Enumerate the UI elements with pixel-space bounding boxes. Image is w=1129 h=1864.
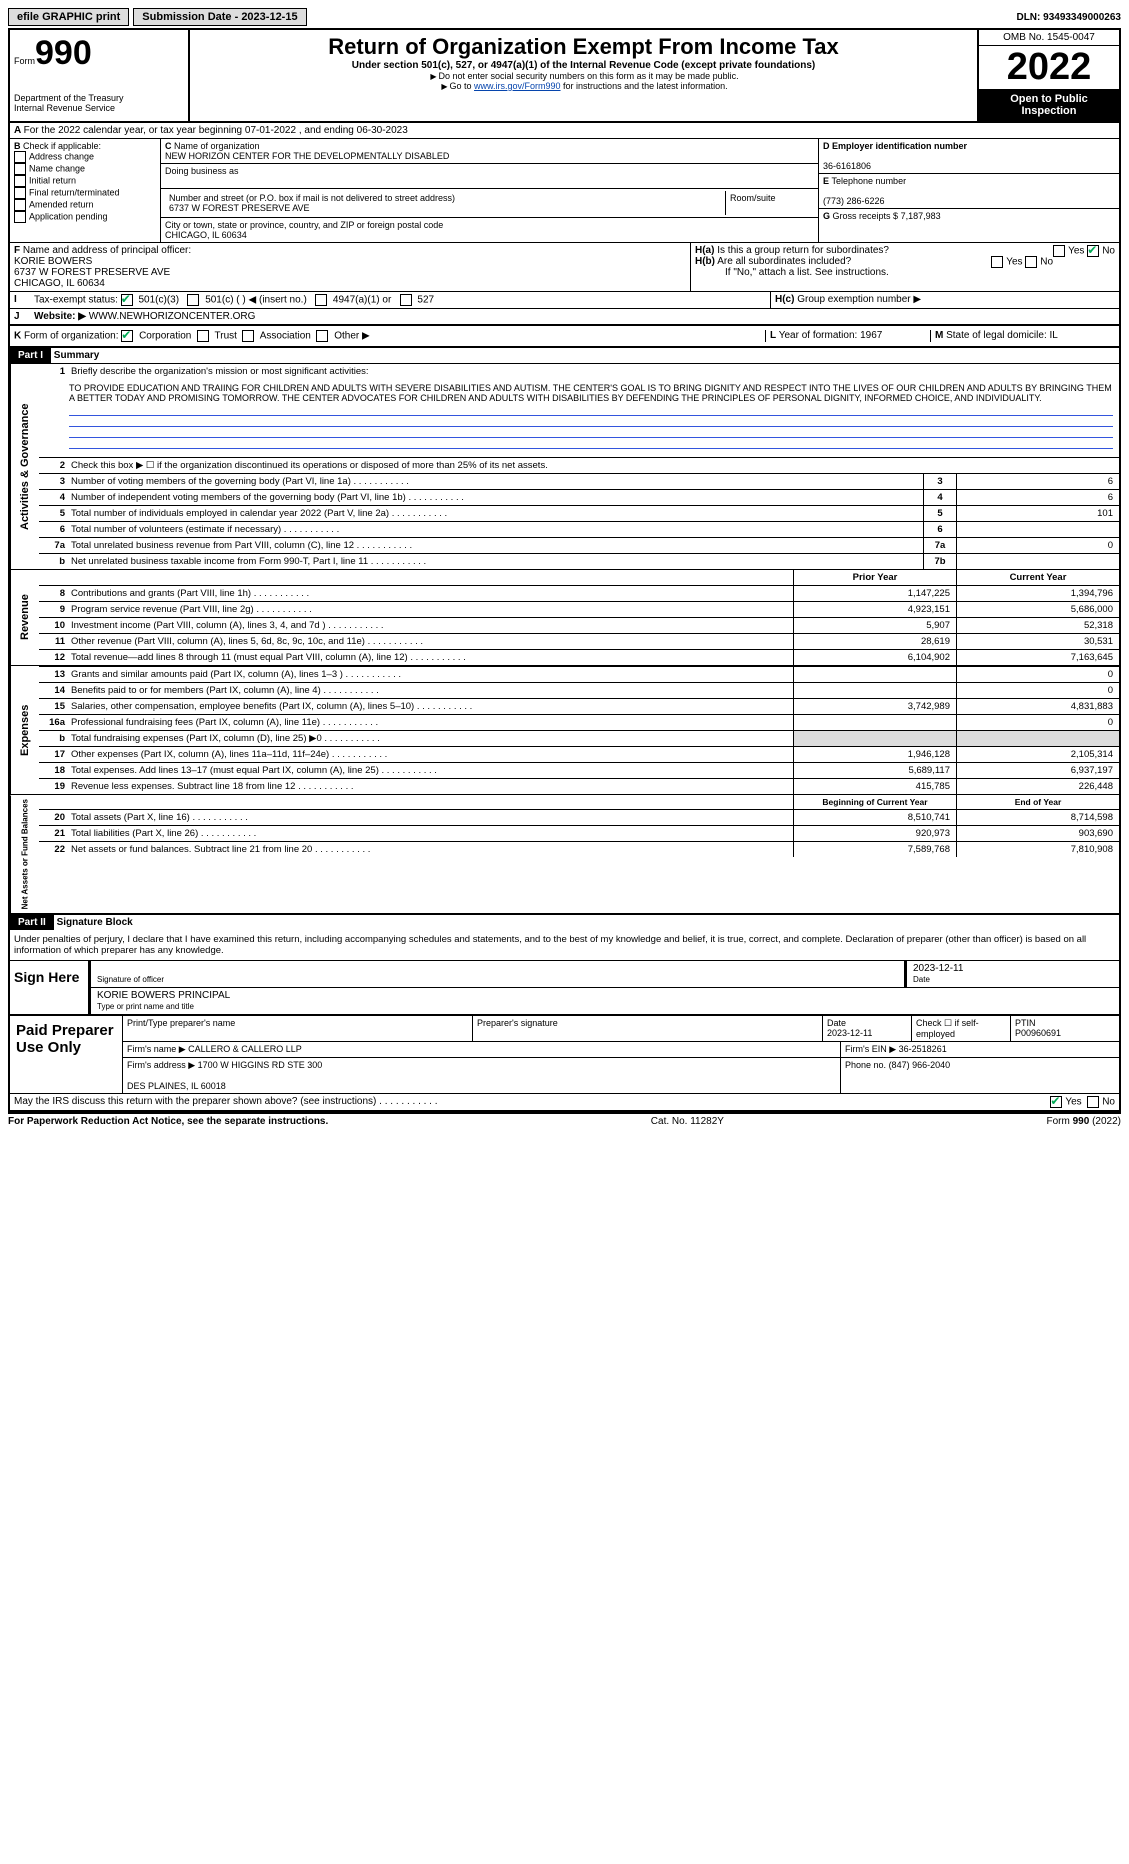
part1-hdr: Part I: [10, 348, 51, 363]
dba-cell: Doing business as: [161, 164, 818, 189]
hdr-eoy: End of Year: [956, 795, 1119, 809]
hdr-current: Current Year: [956, 570, 1119, 585]
tax-year: 2022: [979, 46, 1119, 89]
ein-cell: D Employer identification number36-61618…: [819, 139, 1119, 174]
note-goto-post: for instructions and the latest informat…: [561, 81, 728, 91]
tax-status: Tax-exempt status: 501(c)(3) 501(c) ( ) …: [30, 292, 770, 308]
year-cell: OMB No. 1545-0047 2022 Open to Public In…: [977, 30, 1119, 121]
ptin: PTINP00960691: [1010, 1016, 1119, 1041]
part2-hdr: Part II: [10, 915, 54, 930]
sig-date: 2023-12-11Date: [904, 961, 1119, 987]
form-id-cell: Form990 Department of the Treasury Inter…: [10, 30, 190, 121]
form-number: 990: [35, 34, 92, 72]
firm-addr: Firm's address ▶ 1700 W HIGGINS RD STE 3…: [122, 1058, 840, 1093]
phone-cell: E Telephone number(773) 286-6226: [819, 174, 1119, 209]
h-cell: H(a) Is this a group return for subordin…: [691, 243, 1119, 291]
city-cell: City or town, state or province, country…: [161, 218, 818, 242]
prep-sig-hdr: Preparer's signature: [472, 1016, 822, 1041]
efile-btn[interactable]: efile GRAPHIC print: [8, 8, 129, 26]
foot-right: Form 990 (2022): [1047, 1116, 1121, 1127]
submission-btn[interactable]: Submission Date - 2023-12-15: [133, 8, 306, 26]
self-emp: Check ☐ if self-employed: [911, 1016, 1010, 1041]
org-name-cell: C Name of organizationNEW HORIZON CENTER…: [161, 139, 818, 164]
dept: Department of the Treasury Internal Reve…: [14, 93, 184, 113]
street-cell: Number and street (or P.O. box if mail i…: [161, 189, 818, 218]
sign-here: Sign Here: [10, 961, 88, 1014]
open-inspection: Open to Public Inspection: [979, 89, 1119, 121]
vlabel-exp: Expenses: [10, 666, 39, 794]
line2: Check this box ▶ ☐ if the organization d…: [69, 458, 1119, 473]
irs-link[interactable]: www.irs.gov/Form990: [474, 81, 561, 91]
form-prefix: Form: [14, 56, 35, 66]
hdr-boy: Beginning of Current Year: [793, 795, 956, 809]
hc-cell: H(c) Group exemption number ▶: [770, 292, 1119, 308]
website: Website: ▶ WWW.NEWHORIZONCENTER.ORG: [30, 309, 1119, 324]
firm-name: Firm's name ▶ CALLERO & CALLERO LLP: [122, 1042, 840, 1057]
omb: OMB No. 1545-0047: [979, 30, 1119, 46]
foot-left: For Paperwork Reduction Act Notice, see …: [8, 1116, 328, 1127]
year-formed: L Year of formation: 1967: [765, 330, 930, 342]
domicile: M State of legal domicile: IL: [930, 330, 1115, 342]
form-of-org: K Form of organization: Corporation Trus…: [14, 330, 765, 342]
form-subtitle: Under section 501(c), 527, or 4947(a)(1)…: [194, 60, 973, 71]
vlabel-rev: Revenue: [10, 570, 39, 665]
line1: Briefly describe the organization's miss…: [69, 364, 1119, 379]
col-b: B Check if applicable: Address change Na…: [10, 139, 161, 242]
dln: DLN: 93493349000263: [1016, 12, 1121, 23]
paid-label: Paid Preparer Use Only: [10, 1016, 122, 1093]
vlabel-gov: Activities & Governance: [10, 364, 39, 569]
hdr-prior: Prior Year: [793, 570, 956, 585]
title-cell: Return of Organization Exempt From Incom…: [190, 30, 977, 121]
prep-name-hdr: Print/Type preparer's name: [122, 1016, 472, 1041]
vlabel-net: Net Assets or Fund Balances: [10, 795, 39, 913]
note-ssn: Do not enter social security numbers on …: [439, 71, 739, 81]
sig-officer: Signature of officer: [88, 961, 904, 987]
prep-date: Date2023-12-11: [822, 1016, 911, 1041]
declaration: Under penalties of perjury, I declare th…: [10, 930, 1119, 961]
may-discuss: May the IRS discuss this return with the…: [10, 1094, 1119, 1112]
firm-ein: Firm's EIN ▶ 36-2518261: [840, 1042, 1119, 1057]
sig-name: KORIE BOWERS PRINCIPALType or print name…: [88, 987, 1119, 1014]
gross-cell: G Gross receipts $ 7,187,983: [819, 209, 1119, 223]
row-a: A For the 2022 calendar year, or tax yea…: [10, 123, 1119, 139]
firm-phone: Phone no. (847) 966-2040: [840, 1058, 1119, 1093]
part1-sub: Summary: [54, 350, 100, 361]
note-goto-pre: Go to: [450, 81, 475, 91]
form-title: Return of Organization Exempt From Incom…: [194, 34, 973, 60]
part2-sub: Signature Block: [57, 917, 133, 928]
mission: TO PROVIDE EDUCATION AND TRAIING FOR CHI…: [39, 379, 1119, 405]
officer-cell: F Name and address of principal officer:…: [10, 243, 691, 291]
foot-mid: Cat. No. 11282Y: [651, 1116, 724, 1127]
